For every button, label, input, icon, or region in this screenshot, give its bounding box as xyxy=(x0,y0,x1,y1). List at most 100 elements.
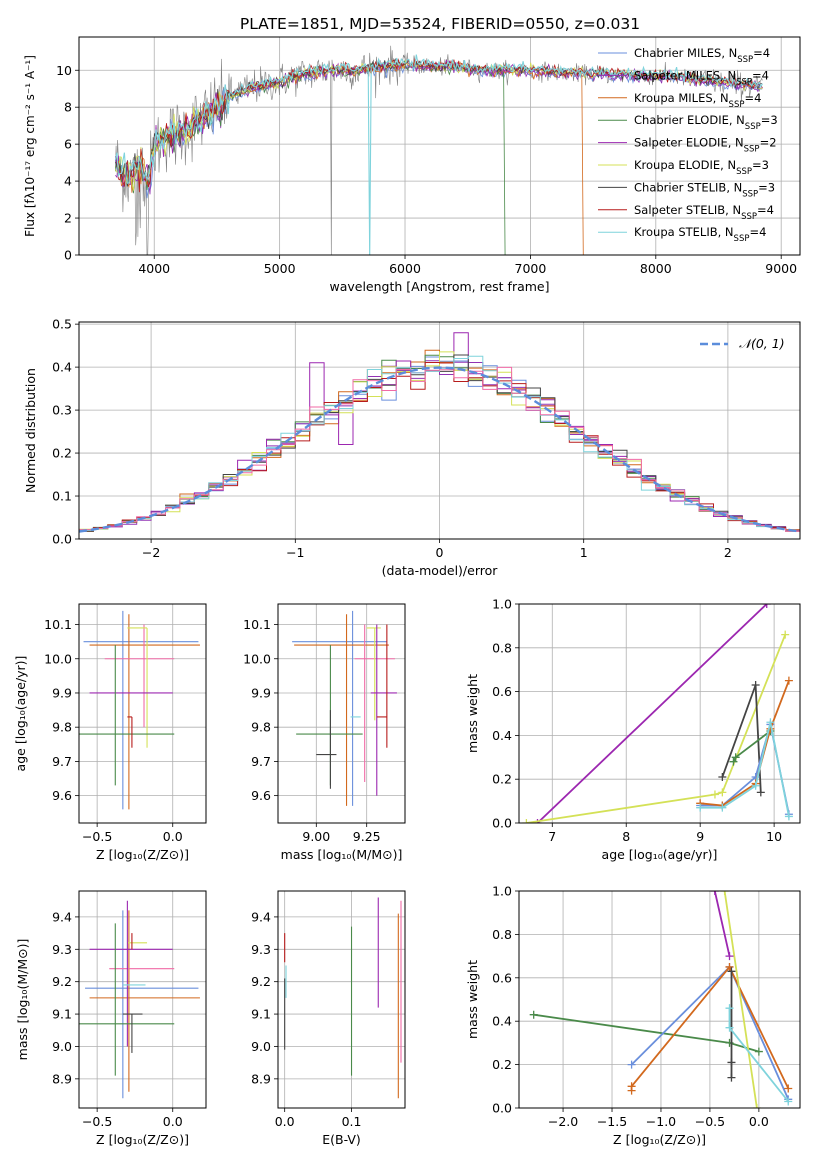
series-line xyxy=(723,891,758,1108)
y-tick-label: 10.0 xyxy=(44,651,72,666)
x-tick-label: −2 xyxy=(142,545,160,560)
y-tick-label: 2 xyxy=(64,211,72,226)
y-tick-label: 4 xyxy=(64,174,72,189)
y-tick-label: 0.2 xyxy=(492,772,512,787)
y-tick-label: 0.4 xyxy=(52,360,72,375)
point-chabrier_stelib xyxy=(122,1013,143,1053)
x-tick-label: −0.5 xyxy=(695,1114,725,1129)
series-salpeter_elodie xyxy=(533,604,771,823)
y-tick-label: 8 xyxy=(64,100,72,115)
series-marker xyxy=(627,1082,636,1091)
axes-frame xyxy=(518,603,801,824)
y-tick-label: 9.0 xyxy=(52,1039,72,1054)
point-kroupa_elodie xyxy=(127,627,148,748)
y-tick-label: 8.9 xyxy=(52,1071,72,1086)
x-tick-label: −1.5 xyxy=(597,1114,627,1129)
x-tick-label: −2.0 xyxy=(548,1114,578,1129)
x-tick-label: 9000 xyxy=(765,261,797,276)
panel-mass_weight_vs_age: 7 8 9 10 0.0 0.2 0.4 0.6 0.8 1.0 age [log₁₀(age/yr… xyxy=(465,597,801,862)
legend-entry: Salpeter MILES, NSSP=4 xyxy=(634,68,769,87)
figure-title: PLATE=1851, MJD=53524, FIBERID=0550, z=0… xyxy=(240,15,640,33)
y-tick-label: 0.6 xyxy=(492,970,512,985)
y-tick-label: 0.2 xyxy=(52,446,72,461)
y-tick-label: 0.5 xyxy=(52,317,72,332)
axes-frame xyxy=(277,890,406,1109)
series-marker xyxy=(762,604,771,608)
legend-entry: Chabrier MILES, NSSP=4 xyxy=(634,46,770,65)
x-tick-label: 7000 xyxy=(515,261,547,276)
y-tick-label: 9.2 xyxy=(251,974,271,989)
x-axis-label: E(B-V) xyxy=(322,1132,361,1147)
point-chabrier_miles xyxy=(83,610,199,810)
x-tick-label: 0.1 xyxy=(342,1114,362,1129)
point-kroupa_miles xyxy=(294,614,389,806)
x-tick-label: 8 xyxy=(622,829,630,844)
y-tick-label: 9.2 xyxy=(52,974,72,989)
x-tick-label: 0.0 xyxy=(275,1114,295,1129)
series-marker xyxy=(710,891,719,895)
y-tick-label: 9.9 xyxy=(52,685,72,700)
x-tick-label: 10 xyxy=(766,829,782,844)
series-marker xyxy=(752,1104,761,1108)
plot-area xyxy=(79,610,200,810)
y-tick-label: 9.7 xyxy=(251,754,271,769)
x-tick-label: 1 xyxy=(580,545,588,560)
y-tick-label: 9.6 xyxy=(251,788,271,803)
y-axis-label: Flux [fλ10⁻¹⁷ erg cm⁻² s⁻¹ A⁻¹] xyxy=(23,55,37,237)
x-axis-label: Z [log₁₀(Z/Z⊙)] xyxy=(613,1132,706,1147)
plot-area xyxy=(529,891,793,1108)
legend-entry: Salpeter STELIB, NSSP=4 xyxy=(634,203,774,222)
axes-frame xyxy=(78,890,207,1109)
legend-entry: Chabrier STELIB, NSSP=3 xyxy=(634,180,775,199)
series-kroupa_elodie xyxy=(522,630,790,823)
spectrum-model-line xyxy=(114,54,763,255)
series-salpeter_elodie xyxy=(710,891,734,961)
y-axis-label: mass weight xyxy=(465,960,480,1039)
plot-area xyxy=(79,332,800,533)
x-axis-label: wavelength [Angstrom, rest frame] xyxy=(329,279,549,294)
x-tick-label: 7 xyxy=(548,829,556,844)
grid xyxy=(519,890,800,1109)
series-chabrier_elodie xyxy=(529,1010,763,1056)
plot-area xyxy=(284,897,402,1099)
y-tick-label: 0.8 xyxy=(492,640,512,655)
series-marker xyxy=(731,753,740,762)
series-marker xyxy=(696,803,705,812)
panel-mass_vs_ebv: 0.0 0.1 8.9 9.0 9.1 9.2 9.3 9.4 E(B-V) xyxy=(251,890,406,1147)
y-tick-label: 0.0 xyxy=(52,532,72,547)
series-marker xyxy=(725,1023,734,1032)
series-marker xyxy=(729,757,738,766)
series-kroupa_miles xyxy=(627,962,793,1095)
x-tick-label: 9 xyxy=(696,829,704,844)
series-marker xyxy=(627,1060,636,1069)
x-tick-label: −1 xyxy=(286,545,304,560)
y-tick-label: 0.4 xyxy=(492,1014,512,1029)
x-tick-label: −0.5 xyxy=(82,1114,112,1129)
panel-spectrum: 4000 5000 6000 7000 8000 9000 0 2 4 6 8 10 wavelengt… xyxy=(23,36,801,294)
y-axis-label: Normed distribution xyxy=(23,368,38,493)
y-tick-label: 9.6 xyxy=(52,788,72,803)
panel-mass_weight_vs_Z: −2.0 −1.5 −1.0 −0.5 0.0 0.0 0.2 0.4 0.6 0.8 1.0 Z [… xyxy=(465,884,801,1147)
series-marker xyxy=(751,681,760,690)
x-tick-label: 8000 xyxy=(640,261,672,276)
series-marker xyxy=(751,781,760,790)
y-tick-label: 0.8 xyxy=(492,927,512,942)
point-kroupa_miles xyxy=(89,910,200,1092)
y-axis-label: mass weight xyxy=(465,674,480,753)
y-tick-label: 0.4 xyxy=(492,728,512,743)
axes-frame xyxy=(78,603,207,824)
series-chabrier_stelib xyxy=(718,681,765,797)
series-marker xyxy=(727,967,736,976)
series-marker xyxy=(784,676,793,685)
point-kroupa_miles xyxy=(89,614,200,810)
legend-entry: 𝒩(0, 1) xyxy=(739,336,785,351)
x-axis-label: mass [log₁₀(M/M⊙)] xyxy=(281,847,403,862)
axes-frame xyxy=(78,36,801,256)
x-tick-label: 5000 xyxy=(264,261,296,276)
series-marker xyxy=(727,1058,736,1067)
point-salpeter_elodie xyxy=(89,900,173,1047)
y-tick-label: 0.6 xyxy=(492,684,512,699)
point-chabrier_miles xyxy=(292,610,387,806)
y-tick-label: 0 xyxy=(64,248,72,263)
